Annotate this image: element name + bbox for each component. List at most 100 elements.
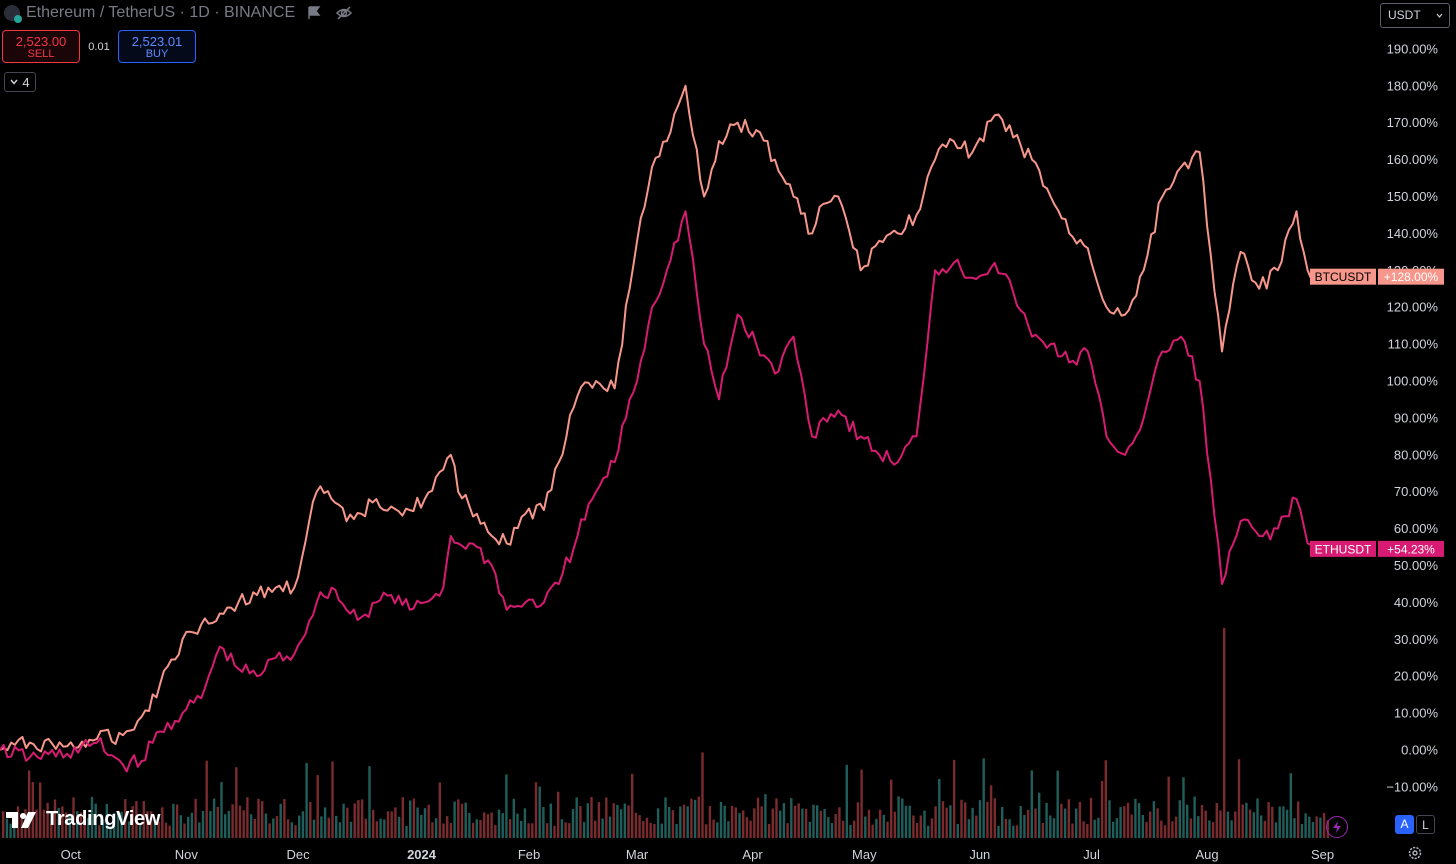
tradingview-logo[interactable]: TradingView: [6, 808, 160, 831]
volume-bar: [501, 813, 504, 838]
volume-bar: [1075, 808, 1078, 838]
volume-bar: [242, 810, 245, 838]
series-lines: [0, 84, 1324, 773]
volume-bar: [1115, 818, 1119, 838]
series-value-tag: [1378, 268, 1444, 285]
volume-bar: [605, 797, 608, 838]
volume-bar: [575, 797, 578, 838]
volume-bar: [1193, 796, 1196, 838]
x-tick-label: Sep: [1311, 847, 1334, 862]
volume-bar: [1145, 822, 1148, 838]
volume-bar: [431, 822, 434, 838]
volume-bar: [775, 798, 778, 838]
volume-bar: [105, 803, 108, 838]
chevron-down-icon: [10, 79, 18, 85]
y-tick-label: 30.00%: [1394, 632, 1439, 647]
volume-bar: [109, 825, 112, 838]
volume-bar: [1163, 825, 1167, 838]
symbol-title[interactable]: Ethereum / TetherUS · 1D · BINANCE: [26, 4, 296, 21]
volume-bar: [927, 825, 930, 838]
volume-bar: [320, 816, 323, 838]
volume-bar: [553, 825, 556, 838]
volume-bar: [878, 809, 882, 838]
flag-icon[interactable]: [307, 6, 321, 20]
volume-bar: [416, 807, 419, 838]
auto-scale-button[interactable]: A: [1395, 815, 1414, 834]
volume-bar: [353, 803, 356, 838]
volume-bar: [76, 811, 79, 838]
y-tick-label: 120.00%: [1387, 300, 1439, 315]
volume-bar: [220, 782, 223, 838]
volume-bar: [471, 822, 475, 838]
volume-bar: [1030, 770, 1033, 838]
volume-bar: [312, 819, 316, 838]
currency-select[interactable]: USDT: [1380, 3, 1450, 28]
volume-bar: [420, 814, 423, 838]
y-tick-label: 50.00%: [1394, 558, 1439, 573]
lightning-button[interactable]: [1326, 816, 1348, 838]
volume-bar: [871, 824, 874, 838]
volume-bar: [512, 798, 515, 838]
tradingview-logo-icon: [6, 811, 36, 828]
volume-bar: [246, 797, 249, 838]
volume-bar: [712, 819, 715, 838]
volume-bar: [538, 786, 541, 838]
volume-bar: [68, 813, 71, 838]
volume-bar: [1167, 776, 1170, 838]
volume-bar: [1041, 822, 1045, 838]
volume-bar: [386, 811, 390, 838]
volume-bar: [301, 811, 305, 838]
volume-bar: [1182, 777, 1185, 838]
volume-bar: [1304, 813, 1307, 838]
series-name: BTCUSDT: [1315, 270, 1372, 284]
volume-bar: [209, 811, 212, 838]
volume-bar: [897, 796, 900, 838]
volume-bar: [727, 821, 730, 838]
volume-bar: [379, 818, 382, 838]
y-tick-label: 20.00%: [1394, 669, 1439, 684]
volume-bar: [401, 797, 404, 838]
y-tick-label: 190.00%: [1387, 41, 1439, 56]
log-scale-button[interactable]: L: [1416, 815, 1435, 834]
volume-bar: [542, 807, 545, 838]
volume-bar: [1045, 802, 1048, 838]
sell-button[interactable]: 2,523.00 SELL: [2, 30, 80, 63]
volume-bar: [1260, 815, 1263, 838]
gear-icon[interactable]: [1407, 845, 1423, 861]
volume-bar: [42, 809, 46, 838]
volume-bar: [1256, 798, 1259, 838]
volume-bar: [804, 808, 808, 838]
volume-bar: [782, 803, 786, 838]
series-value: +128.00%: [1384, 270, 1439, 284]
volume-bar: [1186, 804, 1189, 838]
volume-bar: [960, 799, 963, 838]
spread-value: 0.01: [88, 40, 110, 53]
volume-bar: [497, 809, 501, 838]
volume-bar: [290, 822, 293, 838]
indicators-toggle[interactable]: 4: [4, 72, 36, 92]
volume-bar: [786, 823, 789, 838]
sell-label: SELL: [27, 48, 55, 60]
volume-bar: [283, 799, 286, 838]
volume-bar: [508, 819, 512, 838]
volume-bar: [531, 823, 534, 838]
y-tick-label: 140.00%: [1387, 226, 1439, 241]
volume-bar: [616, 804, 619, 838]
volume-bar: [468, 813, 471, 838]
volume-bar: [364, 818, 367, 838]
y-tick-label: 110.00%: [1388, 337, 1439, 352]
sell-price: 2,523.00: [15, 34, 67, 49]
eye-off-icon[interactable]: [335, 4, 353, 22]
volume-bar: [1100, 781, 1104, 838]
volume-bar: [1012, 825, 1015, 838]
volume-bar: [1274, 822, 1278, 838]
volume-bar: [27, 770, 31, 838]
y-tick-label: 0.00%: [1401, 743, 1438, 758]
series-name-tag: [1310, 540, 1376, 557]
buy-button[interactable]: 2,523.01 BUY: [118, 30, 196, 63]
volume-bar: [235, 767, 238, 838]
volume-bar: [656, 808, 660, 838]
volume-bar: [1230, 820, 1233, 838]
volume-bar: [294, 825, 297, 838]
